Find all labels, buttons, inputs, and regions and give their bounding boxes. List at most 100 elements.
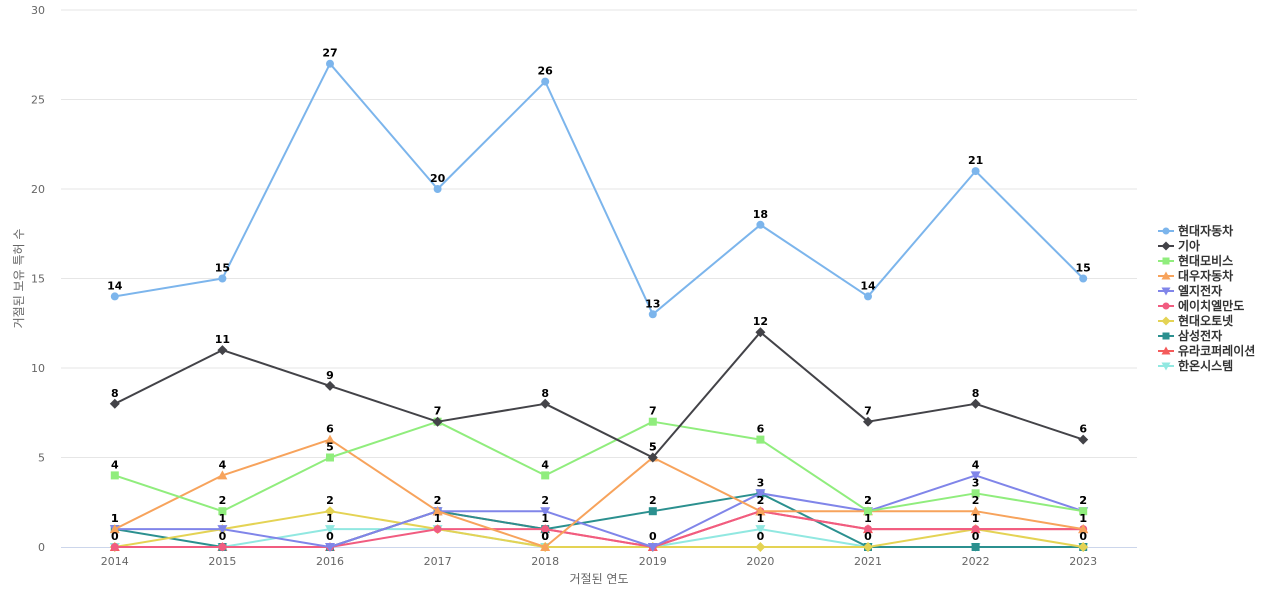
data-label: 8: [541, 387, 549, 400]
data-point: [217, 525, 228, 535]
series-line: [114, 510, 1084, 548]
data-point: [755, 525, 766, 535]
legend-label: 한온시스템: [1178, 358, 1233, 373]
data-label: 14: [860, 279, 876, 292]
x-tick-label: 2014: [101, 555, 129, 568]
legend-item-엘지전자[interactable]: 엘지전자: [1158, 283, 1222, 298]
data-point: [1078, 542, 1089, 552]
legend-item-한온시스템[interactable]: 한온시스템: [1158, 358, 1233, 373]
legend-marker: [1161, 316, 1171, 326]
legend-item-현대모비스[interactable]: 현대모비스: [1158, 253, 1233, 268]
data-label: 6: [1079, 423, 1087, 436]
data-label: 2: [1079, 494, 1087, 507]
x-tick-label: 2021: [854, 555, 882, 568]
data-label: 1: [757, 512, 765, 525]
data-label: 0: [864, 530, 872, 543]
data-label: 7: [434, 405, 442, 418]
legend-item-현대자동차[interactable]: 현대자동차: [1158, 223, 1233, 238]
data-label: 8: [111, 387, 119, 400]
y-tick-label: 30: [31, 4, 45, 17]
y-axis-ticks: 0 5 10 15 20 25 30: [31, 4, 45, 554]
data-point: [541, 471, 550, 480]
data-point: [970, 506, 981, 516]
data-point: [109, 398, 120, 409]
data-label: 0: [1079, 530, 1087, 543]
data-label: 7: [864, 405, 872, 418]
data-label: 12: [753, 315, 768, 328]
legend-label: 대우자동차: [1178, 268, 1233, 283]
y-tick-label: 25: [31, 94, 45, 107]
series-현대모비스: [110, 417, 1088, 516]
x-axis-ticks: 2014 2015 2016 2017 2018 2019 2020 2021 2022 2023: [101, 555, 1097, 568]
legend-label: 엘지전자: [1178, 283, 1222, 298]
x-tick-label: 2015: [208, 555, 236, 568]
data-label: 0: [541, 530, 549, 543]
data-point: [755, 327, 766, 338]
data-point: [971, 167, 980, 176]
legend-item-삼성전자[interactable]: 삼성전자: [1158, 328, 1222, 343]
data-point: [970, 471, 981, 481]
data-point: [218, 507, 227, 516]
legend-label: 유라코퍼레이션: [1178, 343, 1255, 358]
legend-label: 기아: [1178, 238, 1200, 253]
data-point: [648, 417, 657, 426]
data-label: 0: [111, 530, 119, 543]
data-point: [432, 506, 443, 516]
data-label: 0: [326, 530, 334, 543]
legend-item-현대오토넷[interactable]: 현대오토넷: [1158, 313, 1233, 328]
data-label: 0: [972, 530, 980, 543]
series-line: [114, 510, 1084, 548]
data-point: [110, 543, 119, 551]
legend-label: 에이치엘만도: [1178, 298, 1244, 313]
legend-marker: [1162, 227, 1170, 235]
x-tick-label: 2017: [424, 555, 452, 568]
data-label: 4: [972, 458, 980, 471]
y-tick-label: 15: [31, 273, 45, 286]
data-label: 1: [541, 512, 549, 525]
data-label: 8: [972, 387, 980, 400]
data-point: [433, 525, 442, 534]
data-point: [217, 470, 228, 480]
y-tick-label: 0: [38, 541, 45, 554]
data-label: 5: [649, 441, 657, 454]
legend-marker: [1161, 241, 1171, 251]
data-point: [970, 398, 981, 409]
series-기아: [109, 327, 1089, 463]
data-label: 18: [753, 208, 768, 221]
legend-item-에이치엘만도[interactable]: 에이치엘만도: [1158, 298, 1244, 313]
data-point: [433, 185, 442, 193]
data-label: 2: [864, 494, 872, 507]
data-label: 2: [757, 494, 765, 507]
data-label: 1: [111, 512, 119, 525]
data-point: [217, 345, 228, 356]
legend-label: 현대오토넷: [1178, 313, 1233, 328]
legend-marker: [1162, 302, 1170, 310]
data-point: [971, 525, 980, 534]
data-point: [540, 398, 551, 409]
y-axis-title: 거절된 보유 특허 수: [12, 229, 26, 329]
legend: 현대자동차기아현대모비스대우자동차엘지전자에이치엘만도현대오토넷삼성전자유라코퍼…: [1158, 223, 1255, 373]
data-label: 6: [757, 423, 765, 436]
legend-item-대우자동차[interactable]: 대우자동차: [1158, 268, 1233, 283]
data-label: 4: [219, 458, 227, 471]
data-label: 20: [430, 172, 446, 185]
legend-marker: [1161, 346, 1171, 355]
data-point: [326, 453, 334, 462]
data-point: [864, 525, 872, 534]
data-label: 2: [434, 494, 442, 507]
data-label: 9: [326, 369, 334, 382]
data-label: 4: [111, 458, 119, 471]
series-현대자동차: [110, 59, 1088, 319]
legend-marker: [1161, 362, 1171, 371]
data-label: 0: [541, 530, 549, 543]
data-label: 1: [1079, 512, 1087, 525]
data-label: 0: [219, 530, 227, 543]
data-point: [1078, 524, 1089, 534]
data-label: 4: [541, 458, 549, 471]
y-tick-label: 5: [38, 452, 45, 465]
data-point: [756, 435, 765, 444]
data-label: 2: [649, 494, 657, 507]
legend-item-기아[interactable]: 기아: [1158, 238, 1200, 253]
legend-item-유라코퍼레이션[interactable]: 유라코퍼레이션: [1158, 343, 1255, 358]
data-label: 15: [1076, 262, 1091, 275]
